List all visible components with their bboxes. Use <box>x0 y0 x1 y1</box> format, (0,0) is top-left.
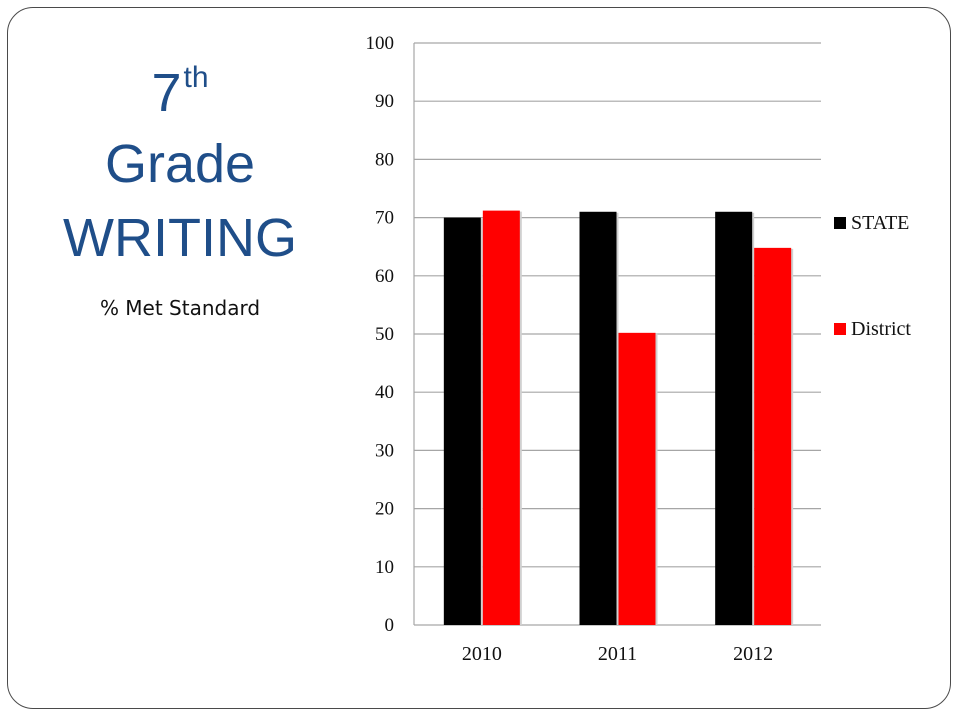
bar-district-2012 <box>754 247 792 625</box>
bar-district-2010 <box>482 210 520 625</box>
y-tick-label: 70 <box>375 208 394 229</box>
y-tick-label: 20 <box>375 499 394 520</box>
legend-label-district: District <box>851 318 911 340</box>
bar-state-2012 <box>715 211 753 625</box>
y-tick-label: 90 <box>375 91 394 112</box>
legend-label-state: STATE <box>851 212 909 234</box>
title-grade-number: 7th <box>40 58 320 128</box>
title-ordinal-suffix: th <box>183 61 209 94</box>
slide-subtitle: % Met Standard <box>99 296 261 320</box>
title-grade-word: Grade <box>104 134 256 194</box>
y-tick-label: 60 <box>375 266 394 287</box>
bar-state-2011 <box>579 211 617 625</box>
x-category-label: 2011 <box>598 643 637 665</box>
x-category-label: 2010 <box>462 643 502 665</box>
title-subject: WRITING <box>63 208 297 268</box>
x-category-label: 2012 <box>733 643 773 665</box>
slide-title: 7th Grade WRITING <box>40 58 320 276</box>
y-tick-label: 50 <box>375 324 394 345</box>
title-number: 7 <box>151 63 182 123</box>
y-tick-label: 0 <box>385 615 395 636</box>
bar-state-2010 <box>443 217 481 625</box>
y-tick-label: 100 <box>366 33 395 54</box>
legend-swatch-state <box>834 217 846 229</box>
y-tick-label: 10 <box>375 557 394 578</box>
y-tick-label: 40 <box>375 382 394 403</box>
y-tick-label: 80 <box>375 149 394 170</box>
bar-district-2011 <box>618 332 656 625</box>
y-tick-label: 30 <box>375 440 394 461</box>
legend-swatch-district <box>834 323 846 335</box>
